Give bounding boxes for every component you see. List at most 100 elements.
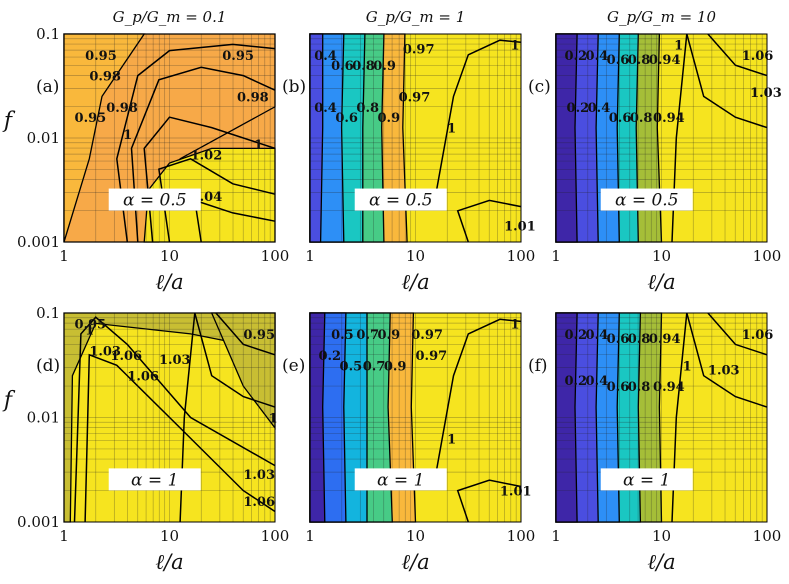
panel-title: G_p/G_m = 10 bbox=[607, 8, 716, 26]
contour-label: 0.6 bbox=[607, 332, 630, 347]
panel-label: (d) bbox=[36, 356, 60, 376]
x-axis-label: ℓ/a bbox=[647, 270, 675, 294]
contour-label: 0.95 bbox=[85, 49, 117, 64]
contour-label: 0.95 bbox=[222, 49, 254, 64]
contour-label: 1.06 bbox=[742, 328, 774, 343]
x-axis-label: ℓ/a bbox=[155, 270, 183, 294]
alpha-annotation: α = 0.5 bbox=[354, 188, 447, 211]
panel-f: 0.20.40.60.80.941 1.031.060.20.40.60.8 0.9… bbox=[528, 312, 782, 574]
contour-label: 0.8 bbox=[628, 332, 651, 347]
contour-label: 1 bbox=[447, 432, 456, 447]
contour-label: 0.98 bbox=[237, 90, 269, 105]
x-tick-label: 1 bbox=[59, 527, 69, 545]
x-tick-label: 10 bbox=[406, 247, 425, 265]
annotation-text: α = 1 bbox=[131, 470, 178, 490]
contour-label: 1 bbox=[674, 38, 683, 53]
contour-1.06 bbox=[707, 312, 768, 356]
y-axis-label: f bbox=[2, 388, 16, 413]
annotation-text: α = 0.5 bbox=[369, 191, 433, 211]
x-tick-label: 100 bbox=[261, 527, 290, 545]
alpha-annotation: α = 1 bbox=[108, 468, 201, 491]
x-axis-label: ℓ/a bbox=[647, 550, 675, 574]
contour-label: 0.7 bbox=[356, 328, 379, 343]
x-tick-label: 100 bbox=[753, 527, 782, 545]
contour-label: 1.01 bbox=[500, 485, 532, 500]
contour-label: 1.03 bbox=[750, 86, 782, 101]
contour-label: 0.8 bbox=[356, 101, 379, 116]
contour-label: 0.95 bbox=[75, 111, 107, 126]
annotation-text: α = 0.5 bbox=[615, 191, 679, 211]
contour-label: 0.8 bbox=[628, 380, 651, 395]
contour-label: 0.9 bbox=[384, 359, 407, 374]
contour-label: 1.03 bbox=[708, 363, 740, 378]
contour-0.95 bbox=[116, 43, 276, 243]
contour-label: 1.06 bbox=[243, 495, 275, 510]
contour-label: 0.2 bbox=[564, 49, 587, 64]
contour-1.01 bbox=[456, 199, 522, 243]
contour-label: 0.6 bbox=[609, 111, 632, 126]
annotation-box bbox=[600, 188, 693, 211]
plot-frame bbox=[555, 312, 768, 523]
annotation-box bbox=[354, 468, 447, 491]
annotation-box bbox=[600, 468, 693, 491]
contour-label: 0.2 bbox=[567, 101, 590, 116]
contour-1.06 bbox=[84, 353, 276, 523]
x-tick-label: 1 bbox=[551, 527, 561, 545]
annotation-box bbox=[108, 468, 201, 491]
y-tick-label: 0.1 bbox=[36, 25, 60, 43]
x-axis-label: ℓ/a bbox=[401, 550, 429, 574]
contour-1.03 bbox=[194, 312, 276, 408]
contour-label: 1.03 bbox=[159, 353, 191, 368]
contour-1.04 bbox=[193, 199, 276, 243]
contour-label: 0.4 bbox=[586, 328, 609, 343]
panel-label: (a) bbox=[36, 77, 59, 97]
contour-1 bbox=[143, 116, 276, 243]
contour-label: 0.4 bbox=[314, 101, 337, 116]
contour-label: 1 bbox=[510, 317, 519, 332]
contour-1.06 bbox=[707, 33, 768, 77]
contour-label: 1.06 bbox=[742, 49, 774, 64]
plot-frame bbox=[63, 33, 276, 243]
contour-label: 0.4 bbox=[588, 101, 611, 116]
y-tick-label: 0.001 bbox=[17, 513, 60, 531]
x-tick-label: 1 bbox=[305, 247, 315, 265]
contour-label: 0.6 bbox=[607, 380, 630, 395]
grid bbox=[309, 312, 522, 523]
y-tick-label: 0.01 bbox=[27, 409, 60, 427]
annotation-box bbox=[108, 188, 201, 211]
contour-label: 1 bbox=[683, 359, 692, 374]
annotation-text: α = 0.5 bbox=[123, 191, 187, 211]
contour-label: 1.03 bbox=[243, 468, 275, 483]
contour-label: 0.2 bbox=[564, 374, 587, 389]
contour-label: 0.7 bbox=[363, 359, 386, 374]
contour-label: 0.8 bbox=[628, 53, 651, 68]
contour-label: 0.98 bbox=[89, 70, 121, 85]
contour-1 bbox=[435, 318, 522, 470]
x-tick-label: 1 bbox=[305, 527, 315, 545]
x-tick-label: 10 bbox=[160, 527, 179, 545]
panel-label: (c) bbox=[528, 77, 551, 97]
contour-label: 0.9 bbox=[378, 111, 401, 126]
contour-1 bbox=[435, 39, 522, 191]
alpha-annotation: α = 0.5 bbox=[600, 188, 693, 211]
contour-1.03 bbox=[686, 312, 768, 408]
contour-label: 0.2 bbox=[318, 349, 341, 364]
x-tick-label: 10 bbox=[652, 247, 671, 265]
x-axis-label: ℓ/a bbox=[155, 550, 183, 574]
contour-label: 0.4 bbox=[314, 49, 337, 64]
contour-label: 0.95 bbox=[75, 317, 107, 332]
contour-label: 0.94 bbox=[649, 53, 681, 68]
plot-frame bbox=[63, 312, 276, 523]
contour-label: 1.06 bbox=[110, 349, 142, 364]
contour-label: 0.97 bbox=[416, 349, 448, 364]
annotation-text: α = 1 bbox=[623, 470, 670, 490]
contour-label: 1 bbox=[123, 128, 132, 143]
x-tick-label: 100 bbox=[261, 247, 290, 265]
contour-label: 0.98 bbox=[106, 101, 138, 116]
contour-label: 0.95 bbox=[243, 328, 275, 343]
contour-label: 0.9 bbox=[378, 328, 401, 343]
